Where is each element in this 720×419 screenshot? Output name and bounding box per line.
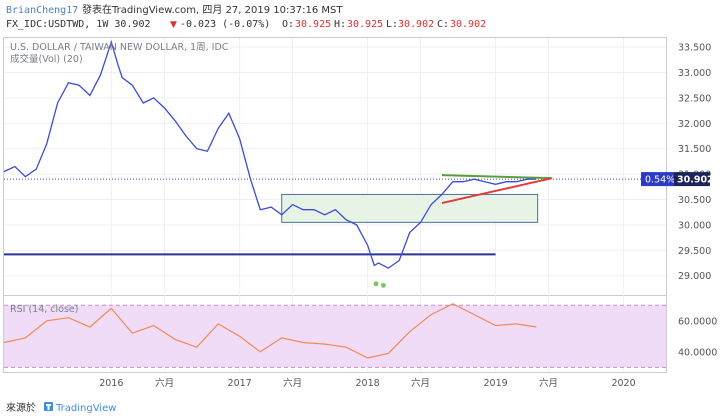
rsi-band (4, 305, 666, 368)
signal-dot (373, 281, 379, 287)
time-tick-label: 六月 (283, 377, 302, 389)
high-value: 30.925 (347, 19, 383, 30)
price-tick-label: 32.500 (678, 93, 711, 104)
price-tick-label: 29.000 (678, 271, 711, 282)
open-label: O: (282, 19, 294, 30)
author[interactable]: BrianCheng17 (6, 5, 78, 16)
price-tick-label: 31.500 (678, 144, 711, 155)
change-value: -0.023 (-0.07%) (180, 19, 270, 30)
footer-source: 來源於 (6, 401, 36, 414)
price-tick-label: 33.500 (678, 43, 711, 54)
price-tick-label: 33.000 (678, 68, 711, 79)
grid (4, 38, 666, 372)
last-price-badge (674, 172, 710, 187)
open-value: 30.925 (295, 19, 331, 30)
price-tick-label: 32.000 (678, 119, 711, 130)
lower-trend-line[interactable] (441, 177, 552, 205)
time-axis[interactable]: 2016 六月 2017 六月 2018 六月 2019 六月 2020 (99, 377, 635, 389)
close-label: C: (437, 19, 449, 30)
chart-frame (3, 37, 667, 373)
price-series-line[interactable] (3, 39, 537, 269)
price-tick-label: 29.500 (678, 246, 711, 257)
rsi-axis[interactable]: 40.0000 60.0000 (678, 316, 717, 358)
rsi-tick-label: 40.0000 (678, 347, 717, 358)
time-tick-label: 2020 (611, 378, 635, 389)
price-tick-label: 30.000 (678, 220, 711, 231)
down-arrow-icon: ▼ (170, 20, 177, 30)
last-price-badge-label: 30.902 (677, 175, 714, 186)
footer-brand[interactable]: TradingView (55, 403, 116, 414)
volume-legend: 成交量(Vol) (20) (10, 53, 83, 65)
chart-title: U.S. DOLLAR / TAIWAN NEW DOLLAR, 1周, IDC (10, 42, 229, 53)
time-tick-label: 六月 (539, 377, 558, 389)
time-tick-label: 2019 (483, 378, 507, 389)
percent-badge-label: 0.54% (645, 175, 675, 186)
signal-dots (373, 281, 386, 288)
high-label: H: (334, 19, 346, 30)
published-info: 發表在TradingView.com, 四月 27, 2019 10:37:16… (82, 3, 343, 16)
upper-trend-line[interactable] (441, 174, 552, 180)
time-tick-label: 六月 (155, 377, 174, 389)
close-value: 30.902 (450, 19, 486, 30)
price-tick-label: 30.500 (678, 195, 711, 206)
time-tick-label: 2017 (228, 378, 252, 389)
low-label: L: (386, 19, 398, 30)
rsi-series-line[interactable] (3, 303, 537, 359)
tradingview-logo-icon[interactable] (44, 402, 53, 411)
rsi-legend: RSI (14, close) (10, 304, 78, 315)
consolidation-box[interactable] (281, 193, 539, 223)
percent-badge (641, 172, 674, 187)
time-tick-label: 2018 (356, 378, 380, 389)
time-tick-label: 六月 (411, 377, 430, 389)
price-axis[interactable]: 29.00029.50030.00030.50031.00031.50032.0… (678, 43, 711, 283)
rsi-tick-label: 60.0000 (678, 316, 717, 327)
symbol-info: FX_IDC:USDTWD, 1W 30.902 (6, 19, 151, 30)
signal-dot (380, 282, 386, 288)
time-tick-label: 2016 (99, 378, 123, 389)
low-value: 30.902 (398, 19, 434, 30)
